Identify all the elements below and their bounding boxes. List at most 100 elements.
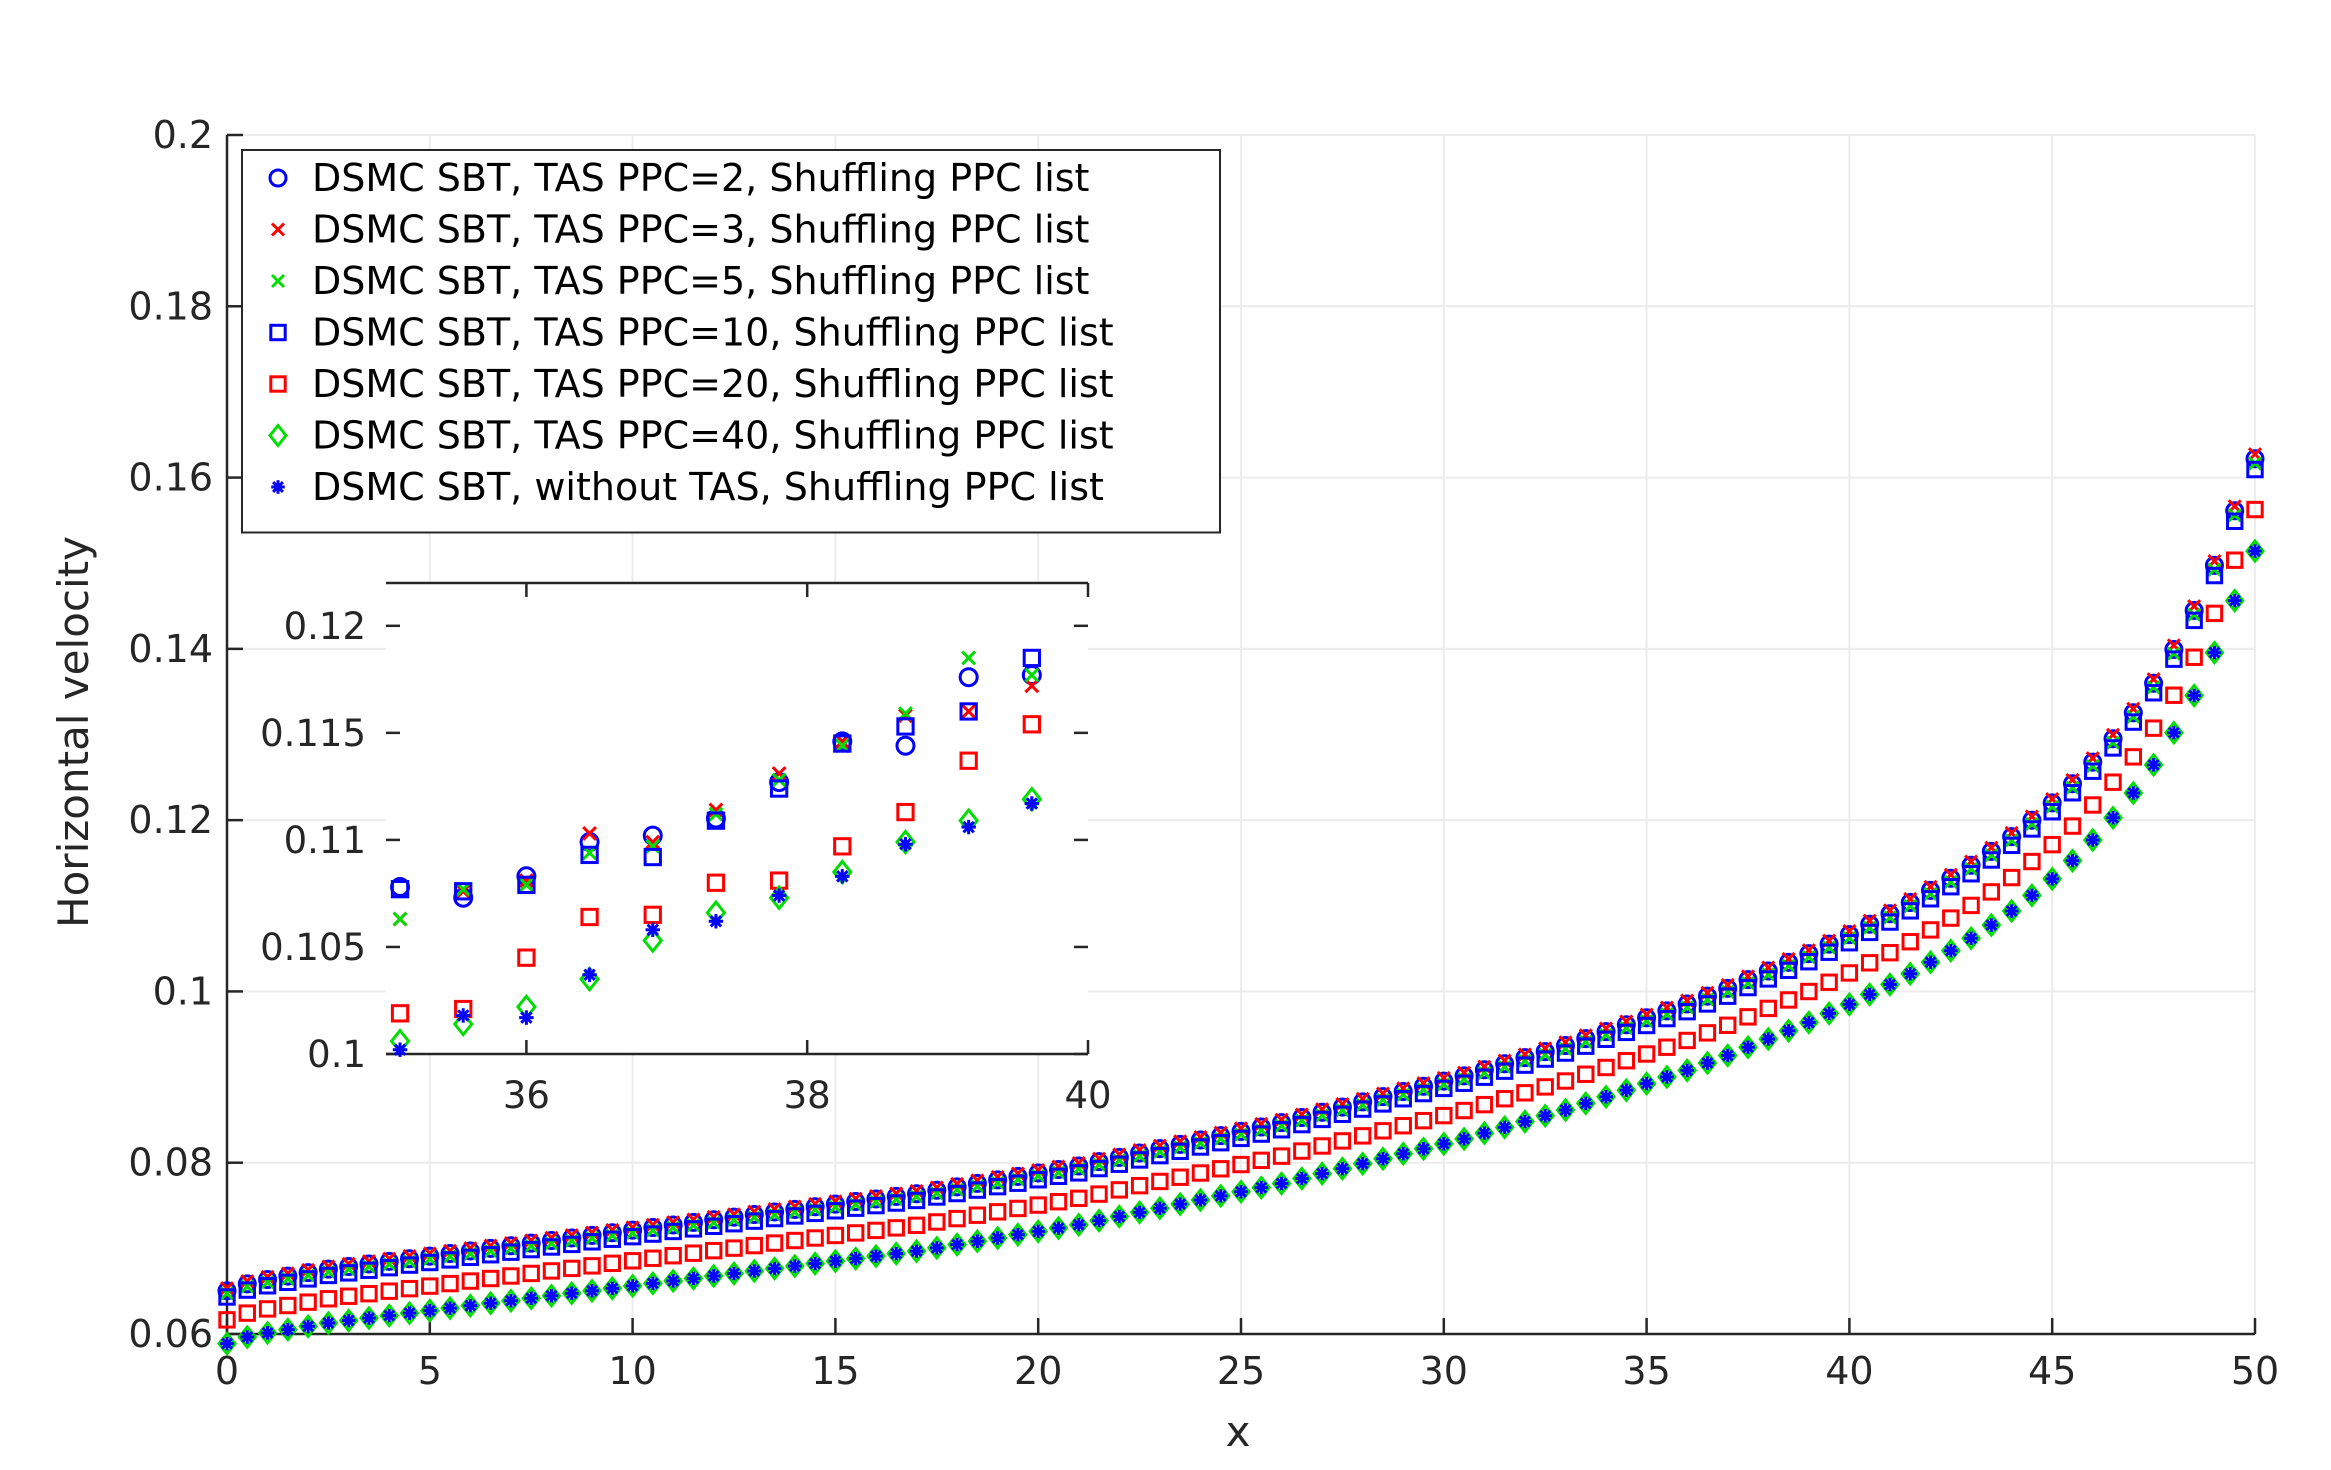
data-point	[2083, 752, 2103, 772]
inset-series-5	[390, 715, 1041, 1023]
x-tick-label: 15	[811, 1349, 859, 1393]
data-point	[846, 1224, 865, 1242]
data-point	[2187, 688, 2201, 703]
data-point	[299, 1293, 317, 1311]
data-point	[2248, 544, 2262, 558]
data-point	[1903, 966, 1918, 981]
data-point	[1577, 1037, 1595, 1055]
data-point	[360, 1285, 378, 1303]
legend-label: DSMC SBT, without TAS, Shuffling PPC lis…	[312, 465, 1104, 509]
legend-marker	[269, 323, 287, 342]
data-point	[1254, 1180, 1269, 1195]
x-tick-label: 35	[1622, 1349, 1670, 1393]
legend-marker	[271, 480, 285, 494]
data-point	[1944, 943, 1958, 958]
data-point	[2022, 810, 2042, 830]
data-point	[664, 1222, 682, 1241]
data-point	[360, 1261, 378, 1279]
data-point	[1556, 1044, 1575, 1062]
inset-data-point	[582, 967, 597, 983]
data-point	[1416, 1142, 1431, 1156]
data-point	[1353, 1100, 1372, 1118]
data-point	[1293, 1115, 1311, 1134]
data-point	[1923, 955, 1938, 970]
inset-data-point	[390, 1004, 410, 1023]
data-point	[1637, 1045, 1656, 1063]
y-tick-label: 0.1	[153, 969, 213, 1013]
data-point	[1049, 1167, 1068, 1186]
legend: DSMC SBT, TAS PPC=2, Shuffling PPC list D…	[241, 149, 1221, 534]
data-point	[2123, 703, 2143, 723]
data-point	[280, 1266, 295, 1281]
data-point	[301, 1262, 316, 1277]
data-point	[686, 1271, 701, 1286]
data-point	[686, 1212, 701, 1227]
data-point	[1822, 1006, 1836, 1021]
data-point	[2042, 793, 2062, 813]
data-point	[2207, 645, 2222, 660]
data-point	[889, 1246, 904, 1261]
data-point	[279, 1296, 297, 1315]
data-point	[544, 1288, 559, 1303]
data-point	[990, 1231, 1005, 1245]
data-point	[625, 1279, 640, 1293]
data-point	[1536, 1078, 1554, 1096]
data-point	[1396, 1146, 1411, 1161]
data-point	[806, 1204, 824, 1223]
data-point	[1779, 961, 1798, 980]
data-point	[1151, 1146, 1169, 1165]
data-point	[2023, 820, 2041, 838]
data-point	[1840, 934, 1859, 952]
data-point	[2227, 593, 2242, 608]
x-tick-label: 50	[2231, 1349, 2279, 1393]
y-tick-label: 0.14	[128, 627, 213, 671]
data-point	[1921, 890, 1940, 908]
data-point	[258, 1300, 277, 1318]
data-point	[1556, 1072, 1575, 1090]
data-point	[1761, 1032, 1776, 1046]
data-point	[1232, 1129, 1250, 1148]
data-point	[2165, 686, 2183, 704]
data-point	[1070, 1164, 1088, 1182]
inset-data-point	[833, 734, 852, 753]
data-point	[1394, 1090, 1412, 1108]
data-point	[564, 1228, 579, 1243]
data-point	[2002, 868, 2021, 887]
data-point	[726, 1207, 742, 1222]
inset-data-point	[961, 650, 977, 666]
data-point	[1353, 1127, 1372, 1145]
data-point	[1982, 883, 2001, 901]
data-point	[583, 1233, 601, 1251]
data-point	[321, 1316, 336, 1330]
data-point	[362, 1311, 376, 1325]
data-point	[1901, 933, 1919, 951]
data-point	[1658, 1009, 1676, 1028]
data-point	[1394, 1117, 1412, 1135]
data-point	[1090, 1159, 1108, 1178]
data-point	[725, 1215, 743, 1233]
x-tick-label: 40	[1825, 1349, 1873, 1393]
x-tick-label: 10	[608, 1349, 656, 1393]
legend-item: DSMC SBT, TAS PPC=20, Shuffling PPC list	[269, 362, 1114, 406]
data-point	[1031, 1224, 1045, 1239]
data-point	[1617, 1023, 1636, 1042]
data-point	[1110, 1181, 1129, 1199]
data-point	[2184, 600, 2204, 620]
data-point	[747, 1264, 762, 1278]
data-point	[909, 1183, 924, 1198]
data-point	[2144, 673, 2164, 693]
data-point	[950, 1237, 964, 1252]
data-point	[1597, 1030, 1615, 1048]
inset-background	[386, 583, 1088, 1054]
legend-marker	[268, 423, 288, 448]
data-point	[706, 1269, 721, 1283]
data-point	[1009, 1174, 1027, 1192]
data-point	[725, 1239, 743, 1257]
data-point	[1516, 1084, 1534, 1102]
data-point	[2167, 725, 2181, 740]
data-point	[2126, 786, 2141, 800]
data-point	[787, 1199, 802, 1214]
data-point	[907, 1216, 926, 1235]
inset-data-point	[517, 875, 536, 895]
data-point	[1820, 973, 1838, 991]
